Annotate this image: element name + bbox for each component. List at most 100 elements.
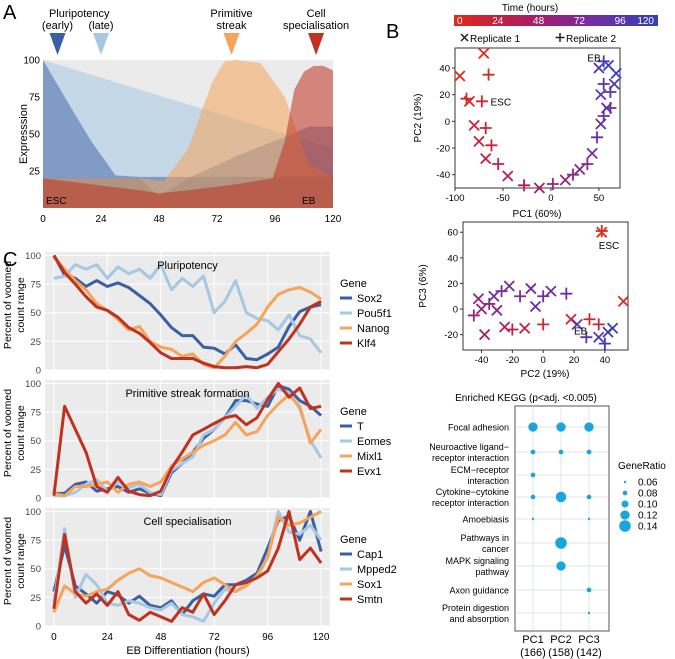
kegg-dot (555, 537, 567, 549)
kegg-dot (555, 491, 567, 503)
pca1-y-label: PC2 (19%) (413, 94, 424, 143)
replicate-2-label: Replicate 2 (566, 34, 616, 45)
kegg-column-labels: PC1(166) PC2(158) PC3(142) (520, 634, 602, 659)
kegg-dot (586, 494, 592, 500)
line-sox1 (52, 510, 322, 613)
data-point (482, 68, 495, 81)
legend-label: Sox1 (357, 579, 382, 591)
data-point (545, 285, 557, 297)
point-annotation: EB (574, 327, 588, 338)
y-tick-label: 0 (36, 366, 41, 377)
y-tick-label: 50 (29, 130, 41, 141)
line-mixl1 (53, 393, 323, 498)
legend-label: Sox2 (357, 293, 382, 305)
kegg-title: Enriched KEGG (p<adj. <0.005) (455, 393, 597, 404)
kegg-row-label: MAPK signaling (445, 556, 509, 566)
panel-c-x-label: EB Differentiation (hours) (126, 645, 249, 657)
data-point (537, 290, 550, 303)
y-tick-label: 60 (447, 228, 458, 239)
kegg-column-count: (142) (576, 647, 602, 659)
pca1-ticks: -100 -50 0 50 -40 -20 0 20 40 (436, 64, 604, 205)
stage-label: Primitive (210, 8, 252, 20)
data-point (454, 70, 466, 82)
data-point (608, 78, 620, 90)
pca2-ticks: -40 -20 0 20 40 -20 0 20 40 60 (444, 228, 610, 366)
kegg-column-label: PC2 (550, 634, 571, 646)
legend-label: Nanog (357, 323, 389, 335)
y-tick-label: 40 (439, 64, 450, 75)
legend-label: Eomes (357, 436, 392, 448)
stage-marker-streak (223, 33, 240, 55)
data-point (503, 280, 515, 292)
x-tick-label: 96 (262, 632, 274, 643)
kegg-row-label: receptor interaction (432, 498, 509, 508)
data-point (478, 329, 491, 341)
data-point (604, 102, 617, 114)
kegg-dot (530, 494, 536, 500)
y-tick-label: 100 (25, 507, 41, 518)
data-point (519, 322, 531, 334)
panel-label-b: B (386, 21, 399, 43)
y-axis-label: count range (15, 277, 27, 333)
kegg-column-label: PC1 (522, 634, 543, 646)
data-point (581, 158, 594, 170)
y-tick-label: 0 (36, 622, 41, 633)
replicate-2-key: Replicate 2 (555, 33, 616, 45)
time-tick: 0 (457, 16, 463, 27)
stage-label: Pluripotency (49, 8, 110, 20)
stage-label: streak (217, 20, 247, 32)
legend-label: Smtn (357, 594, 383, 606)
data-point (580, 331, 593, 344)
x-tick-label: 0 (548, 193, 553, 204)
area-cell-specialisation (43, 65, 333, 209)
y-tick-label: 0 (445, 117, 450, 128)
stage-label: (early) (42, 20, 73, 32)
data-point (583, 313, 596, 326)
line-smtn (52, 509, 323, 623)
kegg-row-label: Neuroactive ligand− (429, 442, 509, 452)
panel-a-stage-markers (49, 33, 325, 55)
data-point (485, 139, 498, 152)
data-point (546, 178, 559, 190)
kegg-dot (556, 561, 566, 571)
gene-ratio-legend-dot (620, 510, 630, 520)
x-tick-label: 48 (153, 214, 165, 225)
pca2-annotations: ESC EB (574, 241, 619, 338)
y-tick-label: 75 (30, 280, 41, 291)
y-tick-label: 100 (25, 379, 41, 390)
data-point (610, 67, 622, 79)
y-tick-label: 50 (30, 436, 41, 447)
gene-ratio-title: GeneRatio (618, 461, 666, 472)
legend-label: Pou5f1 (357, 308, 392, 320)
stage-marker-late (93, 33, 109, 55)
x-tick-label: -100 (445, 193, 464, 204)
kegg-dot (584, 422, 594, 432)
x-tick-label: 0 (51, 632, 57, 643)
replicate-1-marker-icon (460, 33, 469, 42)
stage-label: Cell (307, 8, 326, 20)
kegg-row-label: Pathways in (460, 533, 509, 543)
data-point (525, 282, 537, 295)
y-tick-label: 25 (29, 167, 41, 178)
kegg-row-label: Axon guidance (449, 586, 509, 596)
replicate-1-key: Replicate 1 (460, 33, 520, 45)
gene-ratio-legend-dot (623, 480, 627, 484)
kegg-dot (587, 611, 591, 615)
point-annotation: ESC (599, 241, 620, 252)
y-tick-label: 25 (30, 465, 41, 476)
y-tick-label: 25 (30, 337, 41, 348)
kegg-row-label: pathway (475, 567, 509, 577)
panel-a-chart: Pluripotency(early) (late) Primitivestreak… (18, 8, 349, 225)
kegg-row-label: ECM−receptor (451, 465, 509, 475)
time-tick: 24 (492, 16, 504, 27)
data-point (537, 318, 550, 331)
data-point (478, 47, 490, 59)
x-tick-label: 72 (209, 632, 221, 643)
y-tick-label: 0 (453, 305, 458, 316)
legend-label: T (357, 421, 364, 433)
line-legend: Gene T Eomes Mixl1 Evx1 (340, 406, 392, 478)
x-tick-label: 0 (541, 355, 546, 366)
legend-label: Mixl1 (357, 451, 383, 463)
